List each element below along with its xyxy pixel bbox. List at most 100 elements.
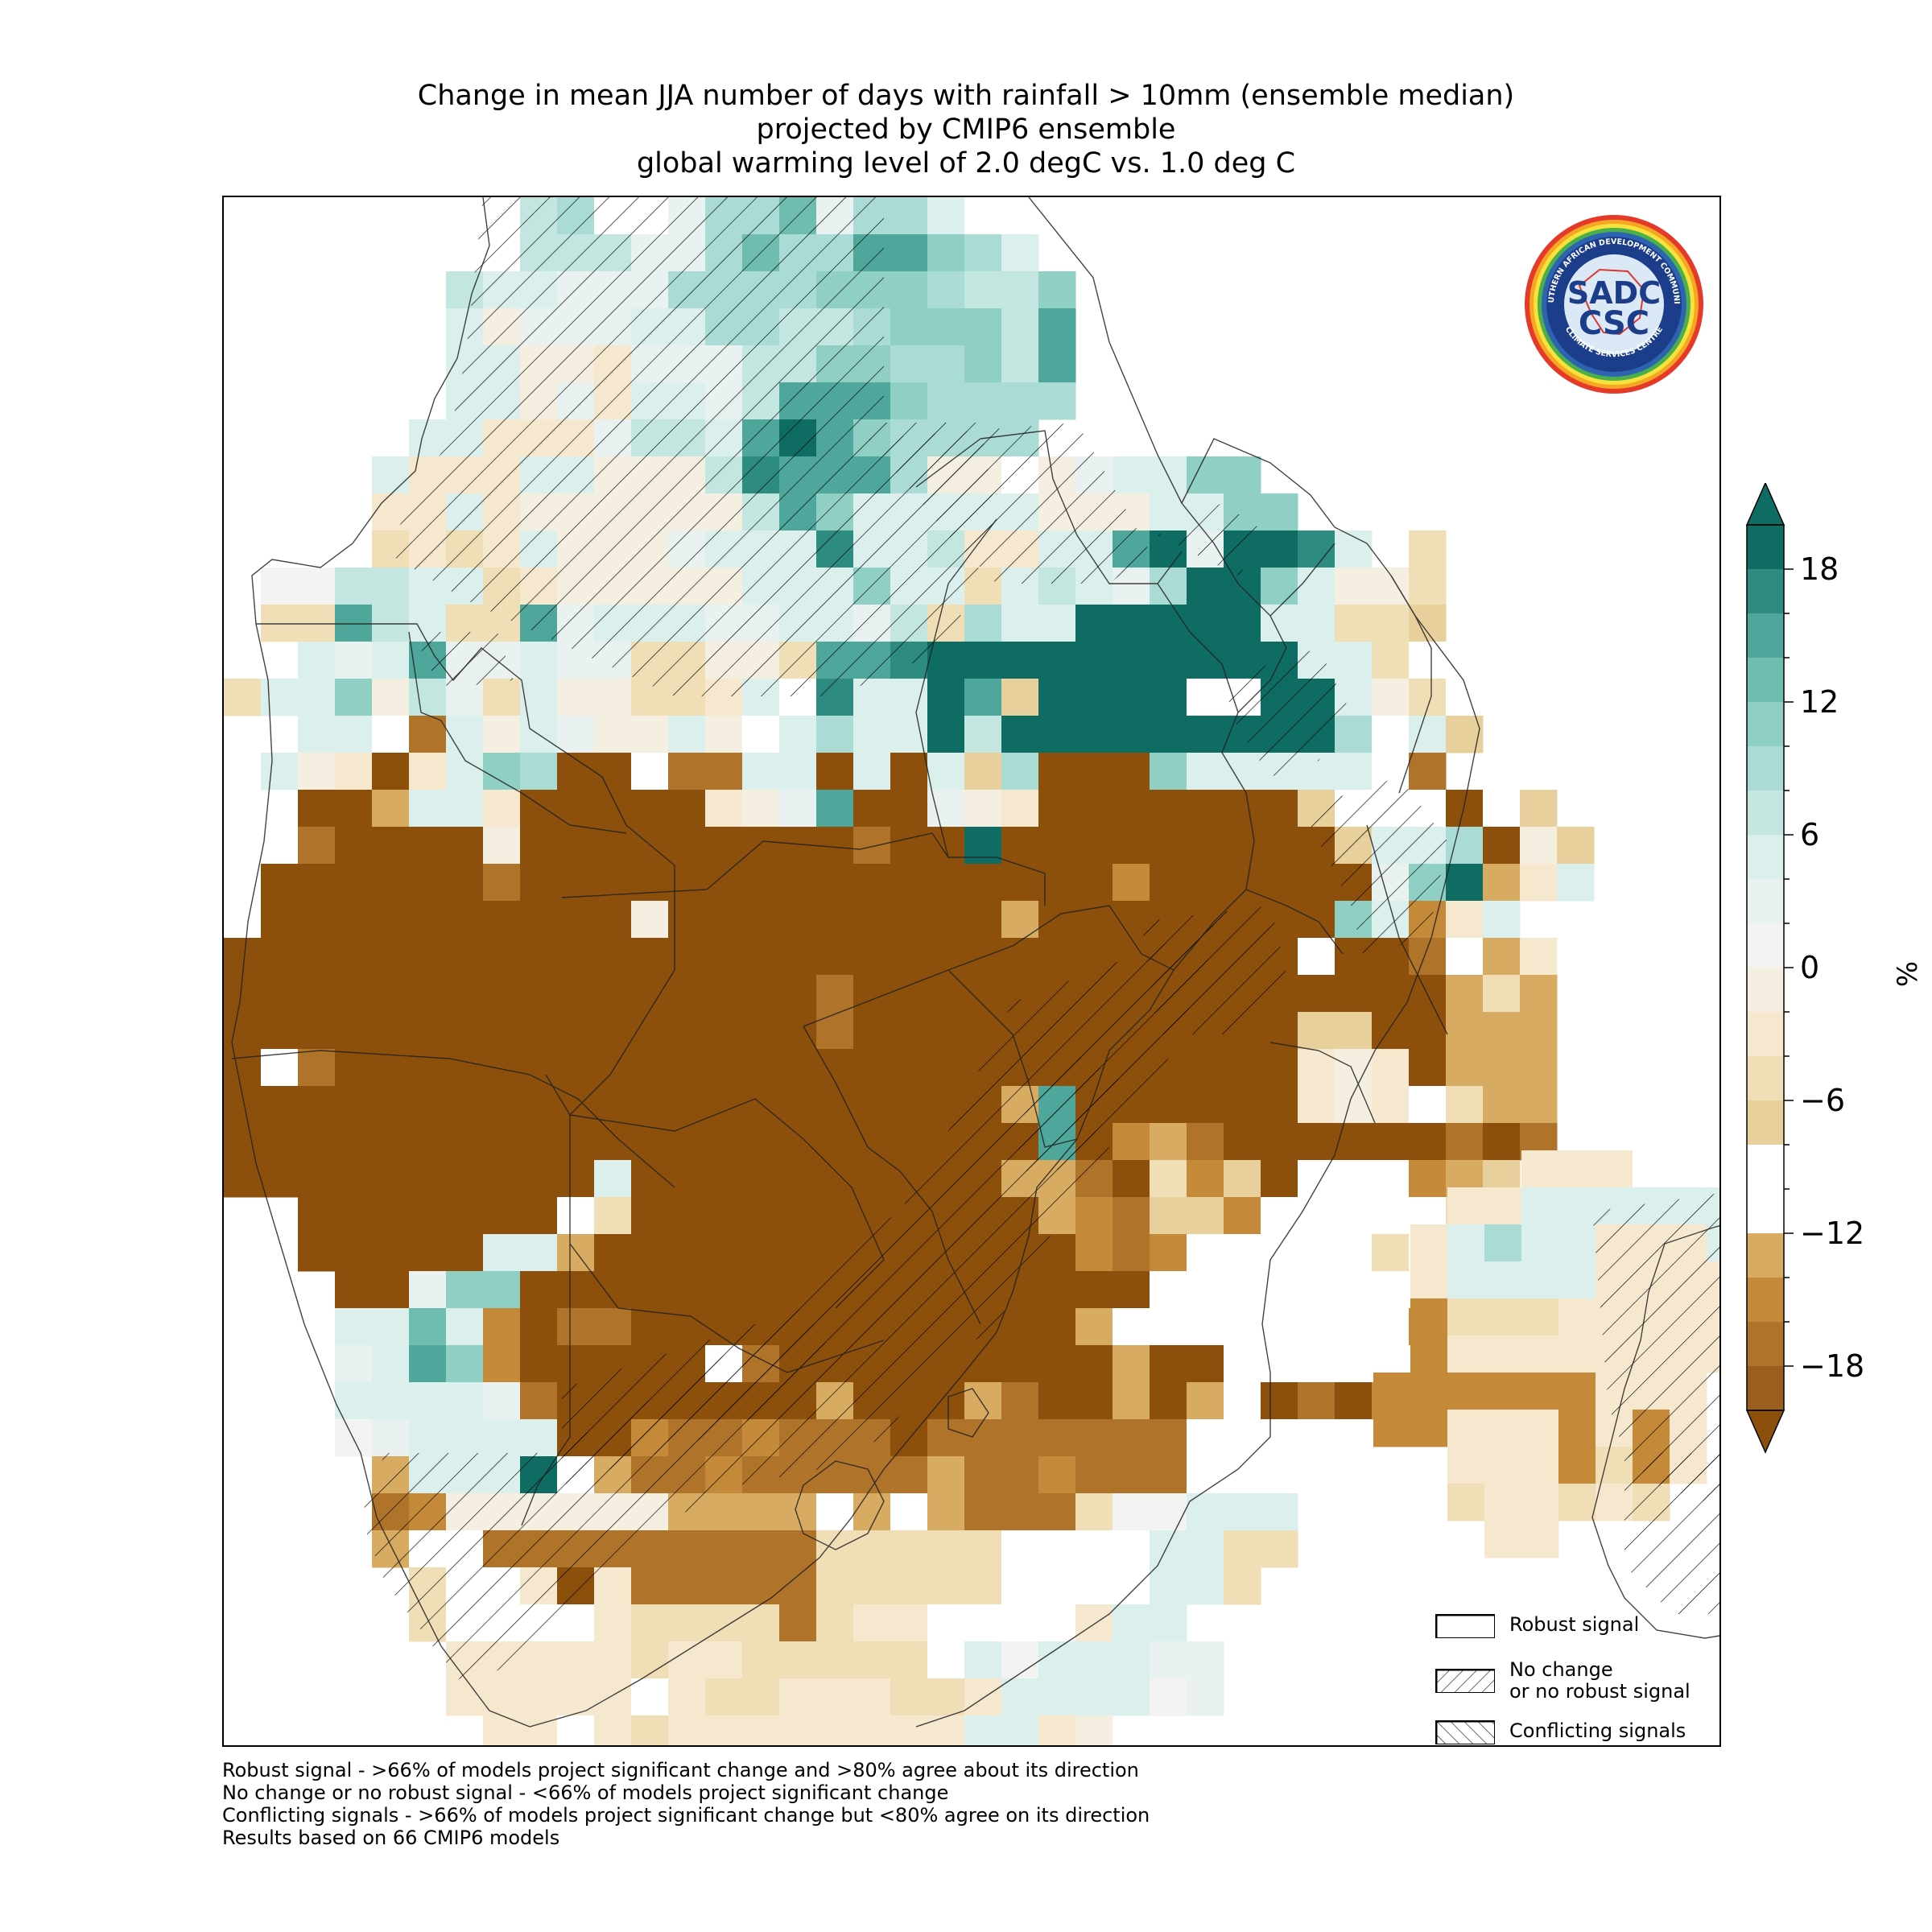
grid-cell: [1558, 1150, 1596, 1188]
colorbar-level-17: [1747, 1278, 1784, 1323]
grid-cell: [483, 1160, 521, 1198]
grid-cell: [1335, 1271, 1373, 1309]
grid-cell: [816, 1641, 854, 1679]
grid-cell: [520, 1678, 558, 1716]
grid-cell: [1001, 1567, 1039, 1605]
grid-cell: [1150, 1197, 1187, 1235]
grid-cell: [853, 1456, 891, 1494]
grid-cell: [594, 1641, 632, 1679]
map-title-line-3: global warming level of 2.0 degC vs. 1.0…: [636, 147, 1296, 180]
grid-cell: [520, 901, 558, 939]
grid-cell: [1187, 1123, 1224, 1161]
logo-mark-top: SADC: [1567, 275, 1661, 311]
grid-cell: [1113, 716, 1150, 753]
grid-cell: [890, 975, 928, 1013]
grid-cell: [964, 1456, 1002, 1494]
colorbar-tick-label: 6: [1800, 817, 1819, 852]
grid-cell: [1150, 1345, 1187, 1383]
grid-cell: [335, 975, 373, 1013]
grid-cell: [335, 1234, 373, 1272]
grid-cell: [520, 1345, 558, 1383]
grid-cell: [1707, 1150, 1719, 1188]
grid-cell: [520, 827, 558, 865]
grid-cell: [927, 308, 965, 346]
grid-cell: [446, 1308, 484, 1346]
legend-swatch-conflicting: [1435, 1720, 1495, 1744]
grid-cell: [631, 790, 669, 828]
grid-cell: [705, 1641, 743, 1679]
grid-cell: [1298, 864, 1335, 902]
grid-cell: [705, 827, 743, 865]
grid-cell: [1558, 1224, 1596, 1262]
grid-cell: [261, 938, 299, 976]
grid-cell: [631, 975, 669, 1013]
grid-cell: [890, 716, 928, 753]
grid-cell: [1224, 864, 1261, 902]
grid-cell: [446, 716, 484, 753]
grid-cell: [1335, 1234, 1373, 1272]
grid-cell: [1261, 1160, 1298, 1198]
grid-cell: [298, 753, 336, 791]
grid-cell: [261, 753, 299, 791]
grid-cell: [964, 234, 1002, 272]
grid-cell: [1520, 864, 1558, 902]
grid-cell: [1373, 1373, 1411, 1410]
grid-cell: [1113, 1197, 1150, 1235]
grid-cell: [1224, 1123, 1261, 1161]
grid-cell: [1001, 308, 1039, 346]
grid-cell: [446, 1345, 484, 1383]
grid-cell: [927, 1456, 965, 1494]
grid-cell: [1113, 1567, 1150, 1605]
grid-cell: [1298, 1382, 1335, 1420]
grid-cell: [1558, 1261, 1596, 1299]
grid-cell: [446, 1419, 484, 1457]
grid-cell: [594, 901, 632, 939]
grid-cell: [964, 1604, 1002, 1642]
grid-cell: [594, 1308, 632, 1346]
grid-cell: [1038, 1382, 1076, 1420]
grid-cell: [483, 1271, 521, 1309]
grid-cell: [557, 901, 595, 939]
grid-cell: [1520, 975, 1558, 1013]
grid-cell: [742, 901, 780, 939]
grid-cell: [483, 938, 521, 976]
hatch-region: [1624, 1453, 1719, 1614]
grid-cell: [1261, 1197, 1298, 1235]
grid-cell: [372, 1271, 410, 1309]
grid-cell: [1187, 1419, 1224, 1457]
grid-cell: [1001, 234, 1039, 272]
grid-cell: [1113, 1419, 1150, 1457]
grid-cell: [1075, 864, 1113, 902]
grid-cell: [1372, 1197, 1410, 1235]
grid-cell: [483, 1234, 521, 1272]
grid-cell: [1447, 1298, 1485, 1336]
grid-cell: [1113, 827, 1150, 865]
grid-cell: [1484, 1187, 1522, 1225]
grid-cell: [1187, 864, 1224, 902]
footnote-conflicting: Conflicting signals - >66% of models pro…: [222, 1804, 1150, 1827]
grid-cell: [964, 1715, 1002, 1745]
grid-cell: [1224, 1086, 1261, 1124]
grid-cell: [1557, 864, 1595, 902]
grid-cell: [372, 1197, 410, 1235]
grid-cell: [594, 1160, 632, 1198]
grid-cell: [372, 864, 410, 902]
grid-cell: [1187, 827, 1224, 865]
grid-cell: [779, 864, 817, 902]
grid-cell: [742, 827, 780, 865]
grid-cell: [668, 1197, 706, 1235]
grid-cell: [1410, 1410, 1448, 1447]
grid-cell: [1001, 1678, 1039, 1716]
grid-cell: [409, 975, 447, 1013]
grid-cell: [890, 1493, 928, 1531]
grid-cell: [1224, 1197, 1261, 1235]
grid-cell: [1484, 1484, 1522, 1521]
grid-cell: [1038, 1493, 1076, 1531]
grid-cell: [927, 1382, 965, 1420]
grid-cell: [927, 753, 965, 791]
grid-cell: [1075, 642, 1113, 679]
grid-cell: [483, 1123, 521, 1161]
grid-cell: [1261, 1308, 1298, 1346]
grid-cell: [1372, 716, 1410, 753]
grid-cell: [298, 568, 336, 605]
